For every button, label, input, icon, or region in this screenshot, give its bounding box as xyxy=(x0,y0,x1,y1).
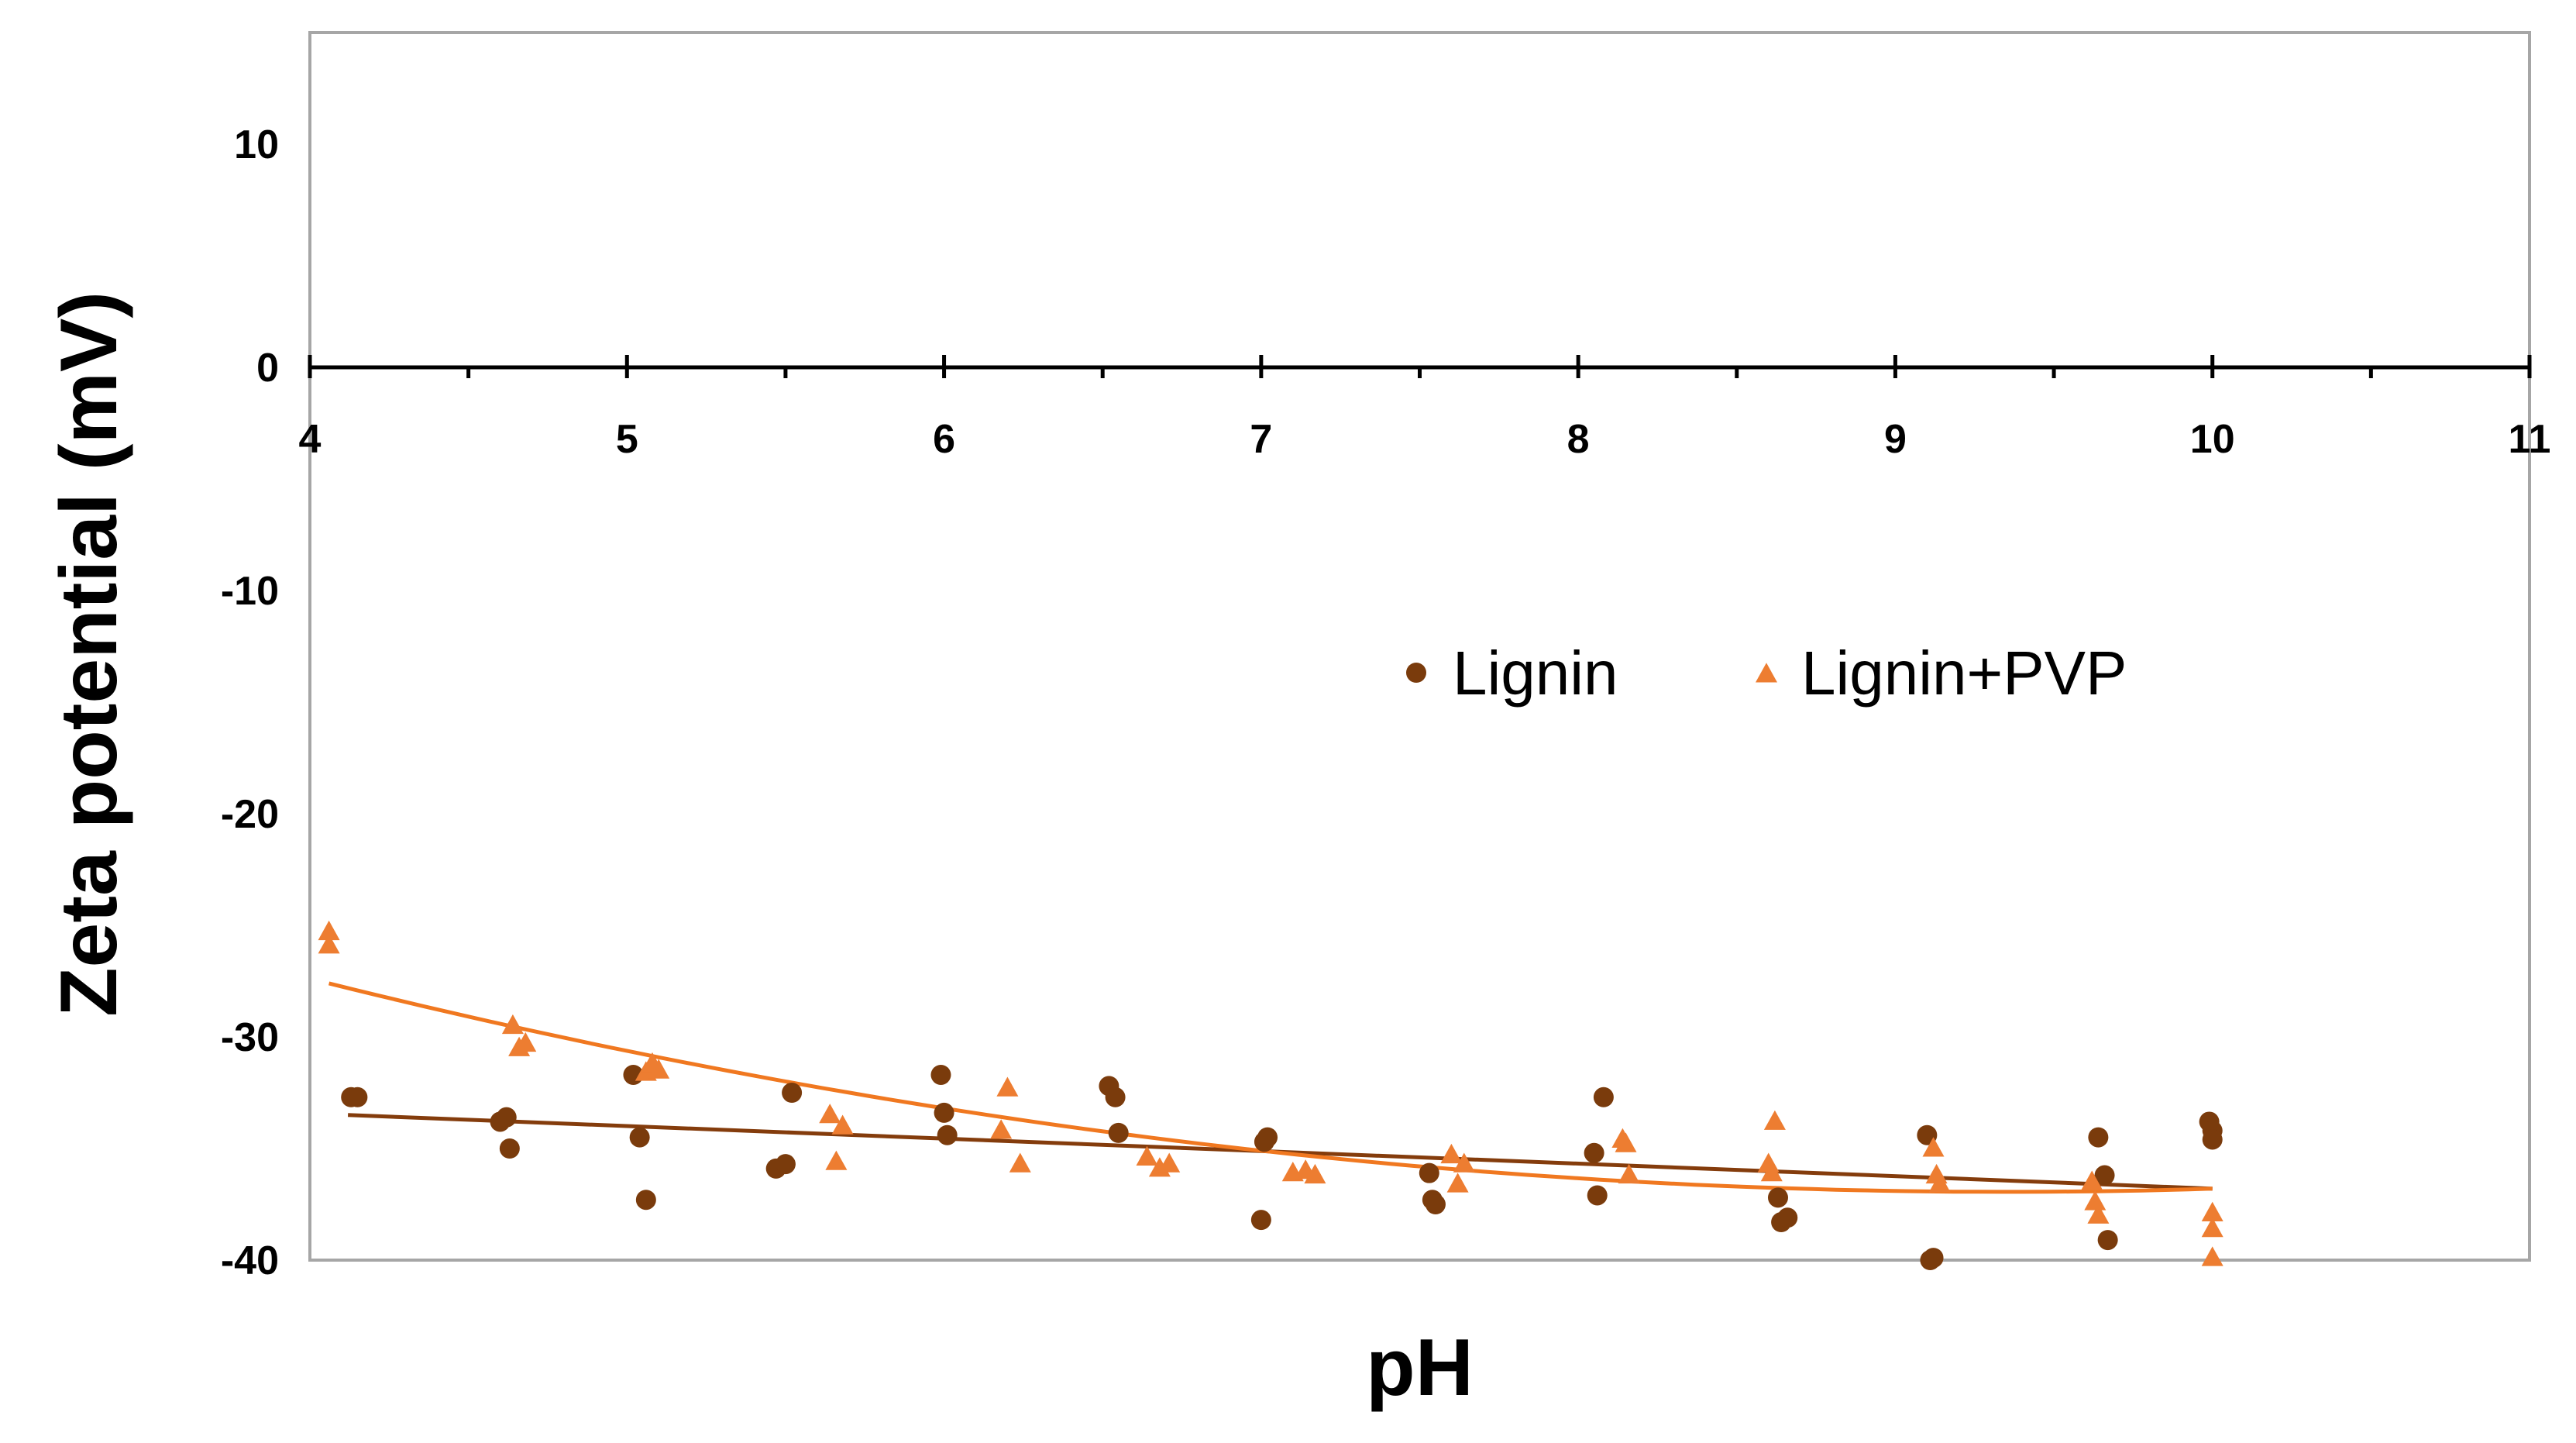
point-lignin xyxy=(496,1107,517,1128)
point-lignin-pvp xyxy=(1440,1143,1463,1164)
y-axis-title: Zeta potential (mV) xyxy=(44,291,134,1017)
legend: Lignin Lignin+PVP xyxy=(1406,639,2127,708)
point-lignin xyxy=(1108,1122,1129,1143)
point-lignin-pvp xyxy=(831,1114,854,1135)
data-points xyxy=(318,920,2223,1270)
point-lignin xyxy=(930,1064,951,1085)
point-lignin-pvp xyxy=(501,1014,524,1035)
point-lignin-pvp xyxy=(1763,1110,1786,1130)
legend-label-lignin-pvp: Lignin+PVP xyxy=(1801,639,2127,708)
point-lignin-pvp xyxy=(514,1031,537,1052)
point-lignin-pvp xyxy=(819,1104,841,1124)
point-lignin-pvp xyxy=(2201,1217,2223,1238)
y-tick-label: 0 xyxy=(256,346,279,391)
legend-label-lignin: Lignin xyxy=(1453,639,1618,708)
y-tick-label: -30 xyxy=(221,1015,279,1060)
point-lignin xyxy=(934,1102,954,1123)
point-lignin xyxy=(1767,1187,1788,1208)
point-lignin xyxy=(1593,1087,1614,1107)
point-lignin xyxy=(937,1124,958,1145)
point-lignin-pvp xyxy=(2201,1201,2223,1221)
point-lignin xyxy=(1425,1194,1446,1214)
point-lignin xyxy=(1777,1207,1798,1228)
point-lignin xyxy=(1923,1248,1944,1269)
point-lignin-pvp xyxy=(2081,1170,2103,1190)
x-tick-label: 4 xyxy=(299,417,322,462)
x-tick-label: 7 xyxy=(1250,417,1272,462)
x-tick-label: 8 xyxy=(1567,417,1590,462)
point-lignin xyxy=(2088,1127,2109,1148)
point-lignin xyxy=(499,1138,520,1159)
x-tick-label: 11 xyxy=(2509,417,2551,462)
point-lignin xyxy=(1250,1210,1271,1231)
point-lignin-pvp xyxy=(2201,1246,2223,1266)
point-lignin-pvp xyxy=(2084,1190,2107,1211)
trendlines xyxy=(328,981,2213,1194)
point-lignin-pvp xyxy=(1928,1173,1951,1193)
trendline-lignin-pvp xyxy=(328,981,2213,1194)
point-lignin xyxy=(775,1154,796,1175)
x-tick-label: 10 xyxy=(2190,417,2235,462)
point-lignin-pvp xyxy=(1009,1152,1031,1173)
point-lignin xyxy=(2202,1129,2223,1150)
point-lignin-pvp xyxy=(1615,1132,1637,1152)
point-lignin xyxy=(347,1087,368,1107)
point-lignin xyxy=(2094,1165,2115,1186)
point-lignin xyxy=(1587,1185,1608,1206)
point-lignin xyxy=(629,1127,650,1148)
point-lignin-pvp xyxy=(1453,1152,1475,1173)
x-tick-label: 9 xyxy=(1884,417,1907,462)
y-tick-label: 10 xyxy=(234,122,279,167)
x-tick-label: 6 xyxy=(933,417,955,462)
point-lignin-pvp xyxy=(996,1076,1019,1097)
point-lignin-pvp xyxy=(1136,1145,1158,1166)
x-axis-zero-line: 4 5 6 7 8 9 10 11 xyxy=(299,355,2551,462)
y-tick-label: -20 xyxy=(221,792,279,837)
plot-area-frame xyxy=(308,31,2531,1262)
point-lignin-pvp xyxy=(1618,1163,1640,1184)
point-lignin xyxy=(2097,1230,2118,1251)
point-lignin-pvp xyxy=(318,934,340,954)
point-lignin xyxy=(1105,1087,1126,1107)
point-lignin xyxy=(1257,1127,1278,1148)
point-lignin-pvp xyxy=(1760,1162,1783,1182)
point-lignin-pvp xyxy=(1304,1163,1326,1184)
point-lignin-pvp xyxy=(1922,1137,1945,1157)
point-lignin-pvp xyxy=(2087,1204,2110,1224)
point-lignin-pvp xyxy=(318,920,340,941)
point-lignin-pvp xyxy=(990,1119,1013,1139)
x-axis-title: pH xyxy=(1366,1323,1474,1413)
point-lignin-pvp xyxy=(825,1150,848,1170)
point-lignin xyxy=(1419,1162,1439,1183)
point-lignin xyxy=(1584,1142,1604,1163)
point-lignin-pvp xyxy=(1446,1173,1469,1193)
point-lignin-pvp xyxy=(648,1059,670,1079)
point-lignin xyxy=(635,1190,656,1211)
point-lignin xyxy=(782,1083,803,1103)
y-axis-ticks: 10 0 -10 -20 -30 -40 xyxy=(221,122,279,1283)
legend-marker-lignin-pvp xyxy=(1756,663,1777,683)
point-lignin-pvp xyxy=(1158,1152,1181,1173)
y-tick-label: -40 xyxy=(221,1238,279,1283)
x-tick-label: 5 xyxy=(616,417,638,462)
y-tick-label: -10 xyxy=(221,569,279,614)
legend-marker-lignin xyxy=(1406,663,1426,683)
